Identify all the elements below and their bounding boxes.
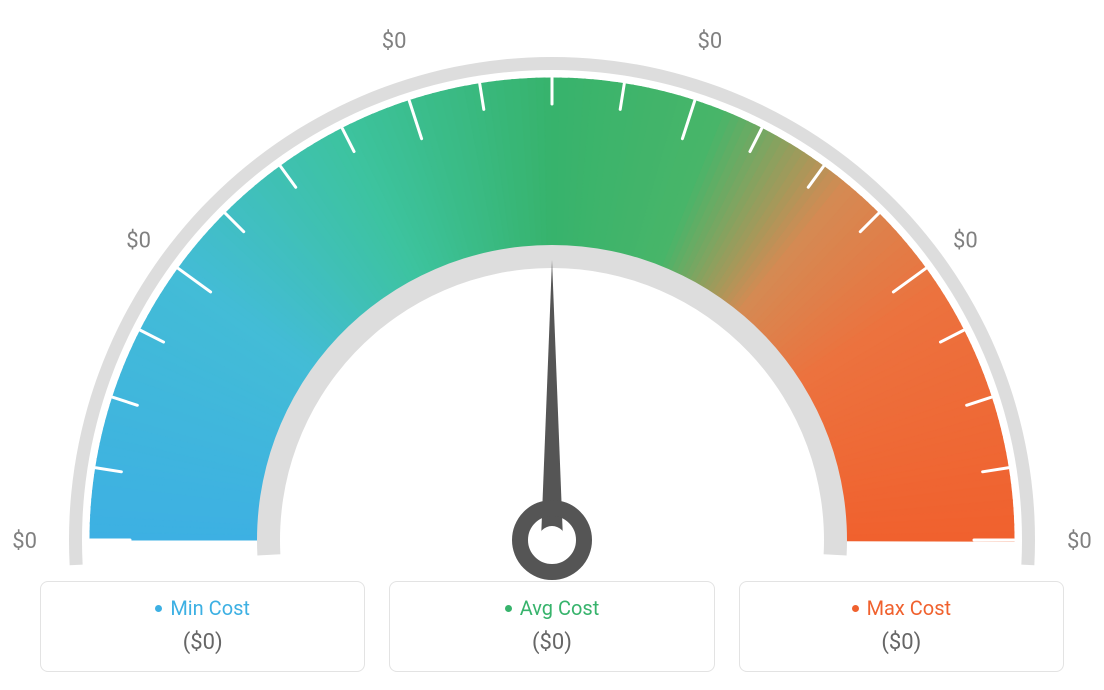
legend-title-min: Min Cost xyxy=(155,596,250,620)
legend-dot-min xyxy=(155,605,162,612)
legend-value-max: ($0) xyxy=(750,630,1053,655)
legend-card-avg: Avg Cost ($0) xyxy=(389,581,714,672)
legend-label-max: Max Cost xyxy=(867,596,952,620)
legend-dot-avg xyxy=(505,605,512,612)
legend-label-avg: Avg Cost xyxy=(520,596,600,620)
svg-text:$0: $0 xyxy=(953,229,978,254)
svg-text:$0: $0 xyxy=(12,529,37,554)
svg-text:$0: $0 xyxy=(698,29,723,54)
legend-value-avg: ($0) xyxy=(400,630,703,655)
legend-value-min: ($0) xyxy=(51,630,354,655)
svg-text:$0: $0 xyxy=(126,229,151,254)
legend-row: Min Cost ($0) Avg Cost ($0) Max Cost ($0… xyxy=(40,581,1064,672)
legend-card-min: Min Cost ($0) xyxy=(40,581,365,672)
cost-gauge-infographic: $0 $0 $0 $0 $0 $0 Min Cost ($0) Avg Cost ($0)… xyxy=(0,0,1104,690)
legend-title-avg: Avg Cost xyxy=(505,596,600,620)
svg-text:$0: $0 xyxy=(382,29,407,54)
legend-dot-max xyxy=(852,605,859,612)
svg-text:$0: $0 xyxy=(1067,529,1092,554)
gauge-svg: $0 $0 $0 $0 $0 $0 xyxy=(0,0,1104,580)
legend-title-max: Max Cost xyxy=(852,596,952,620)
legend-label-min: Min Cost xyxy=(170,596,250,620)
gauge-chart: $0 $0 $0 $0 $0 $0 xyxy=(0,0,1104,560)
legend-card-max: Max Cost ($0) xyxy=(739,581,1064,672)
